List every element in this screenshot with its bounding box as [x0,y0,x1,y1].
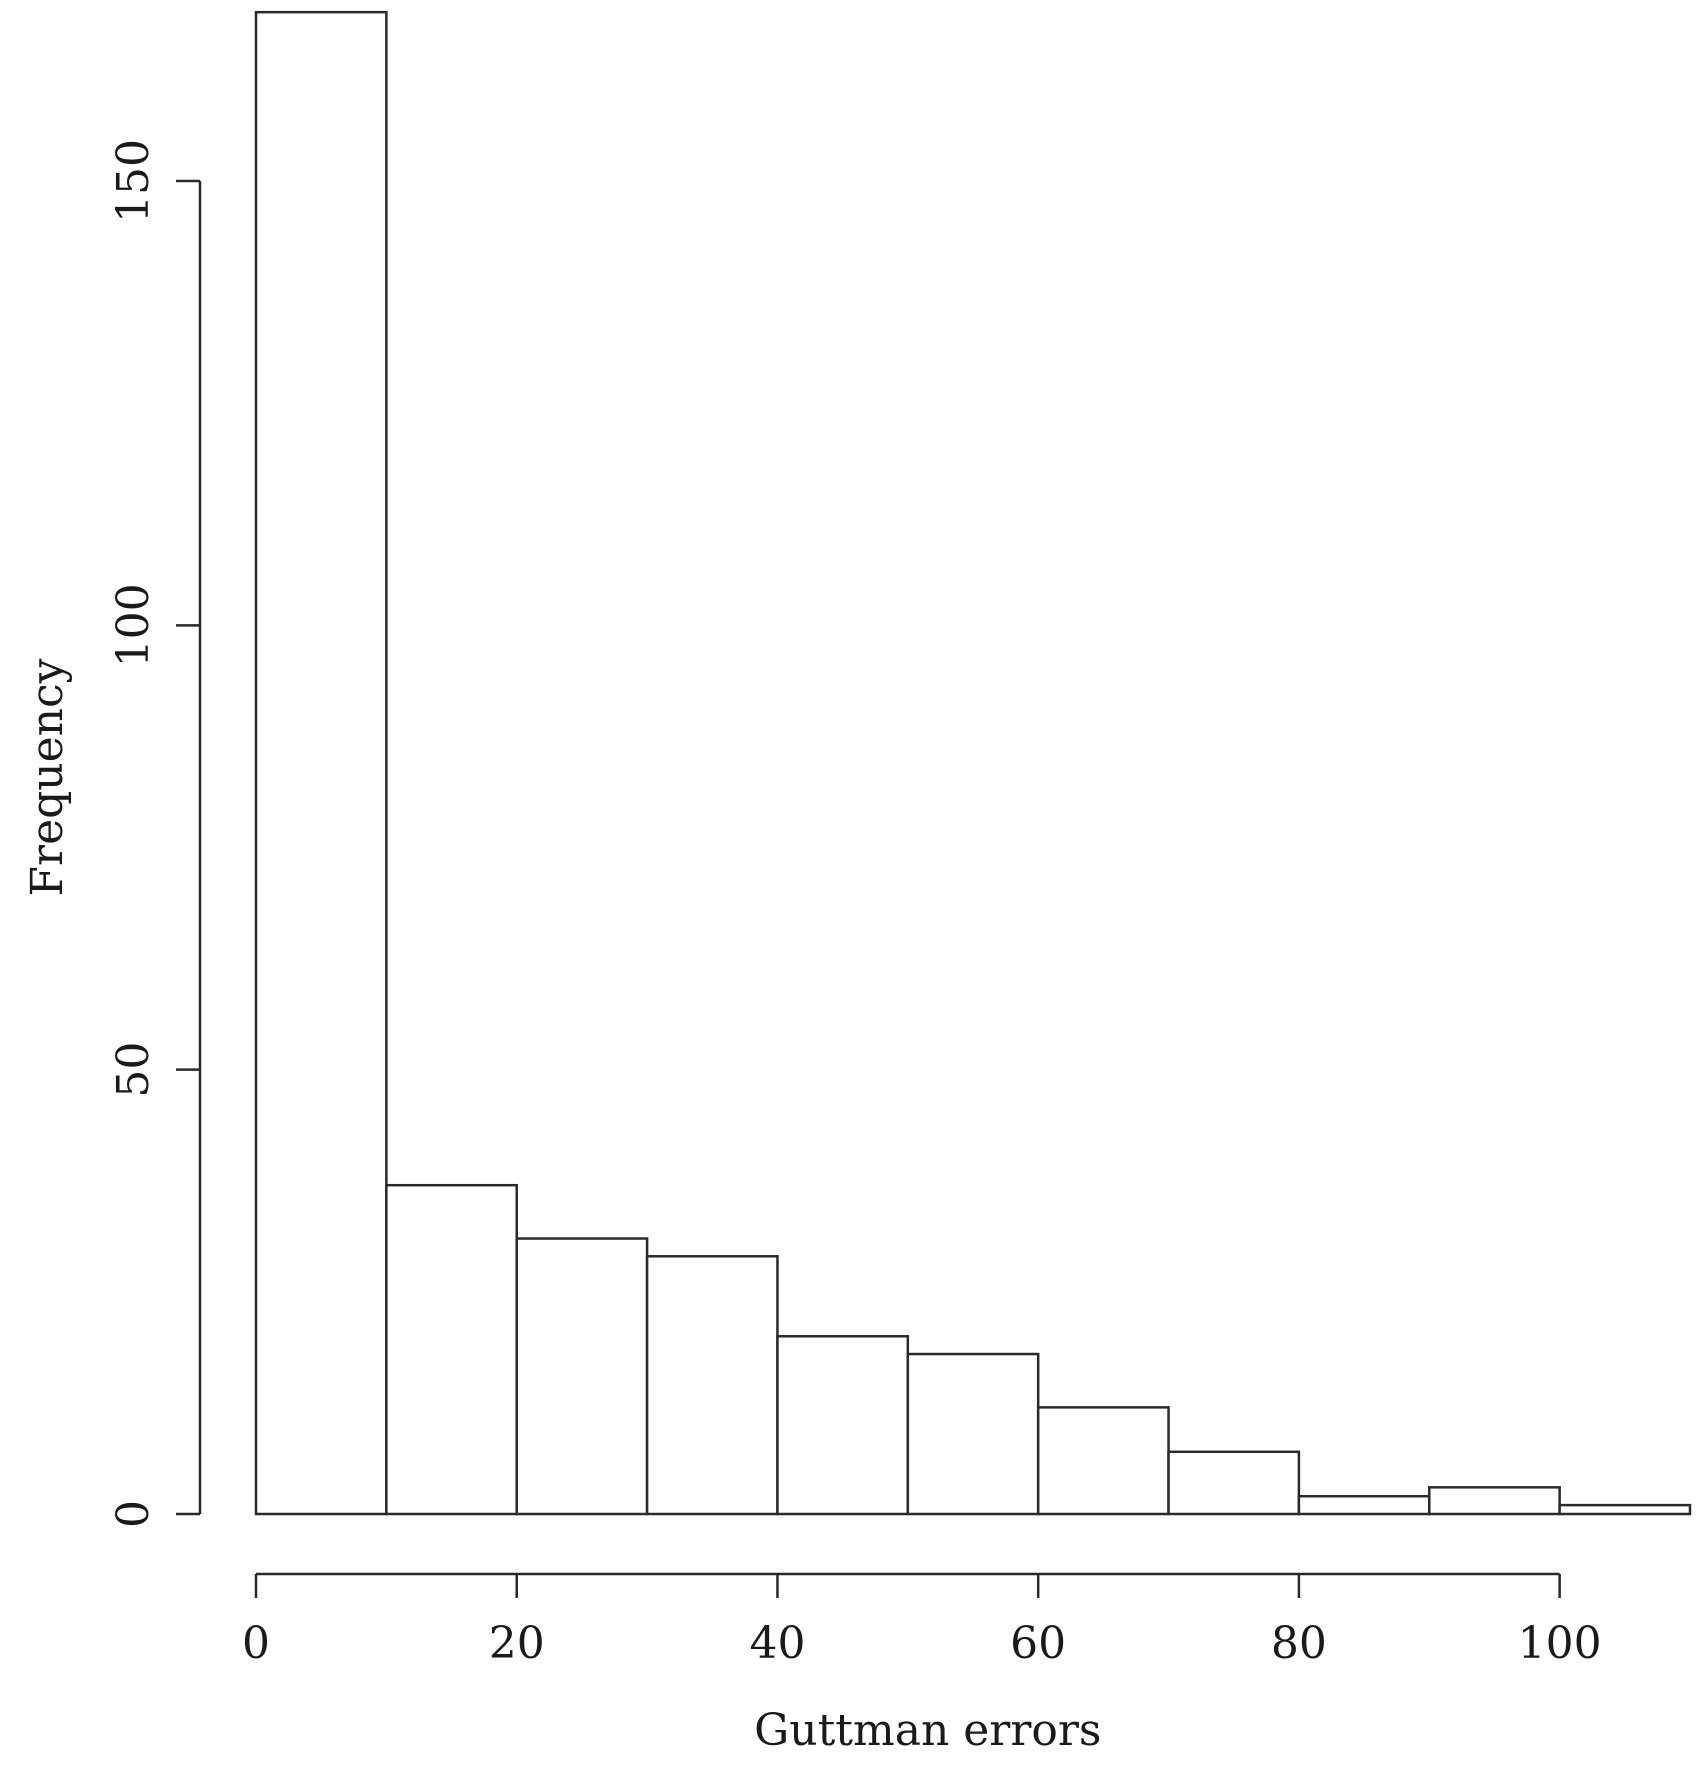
histogram-bar [1428,1486,1561,1516]
x-tick-label: 60 [1010,1618,1066,1669]
x-tick-label: 100 [1518,1618,1602,1669]
histogram-bar [776,1335,910,1516]
x-tick-label: 20 [489,1618,545,1669]
x-tick-label: 80 [1271,1618,1327,1669]
x-tick-label: 0 [242,1618,270,1669]
bars-layer [254,10,1692,1516]
y-tick-label: 50 [108,1042,159,1098]
y-axis-label: Frequency [22,658,73,896]
histogram-bar [645,1255,779,1516]
histogram-bar [385,1183,518,1516]
y-axis: 0 50 100 150 [108,139,202,1528]
x-axis-label: Guttman errors [754,1705,1101,1756]
x-axis: 0 20 40 60 80 100 [242,1572,1602,1669]
histogram-bar [515,1237,649,1516]
histogram-bar [254,10,388,1516]
x-tick-label: 40 [749,1618,805,1669]
histogram-bar [1297,1494,1431,1516]
histogram-bar [1558,1503,1692,1516]
histogram-bar [1036,1406,1170,1516]
histogram-bar [906,1352,1040,1516]
y-tick-label: 150 [108,139,159,223]
y-tick-label: 0 [108,1500,159,1528]
histogram-bar [1167,1450,1301,1516]
y-tick-label: 100 [108,583,159,667]
